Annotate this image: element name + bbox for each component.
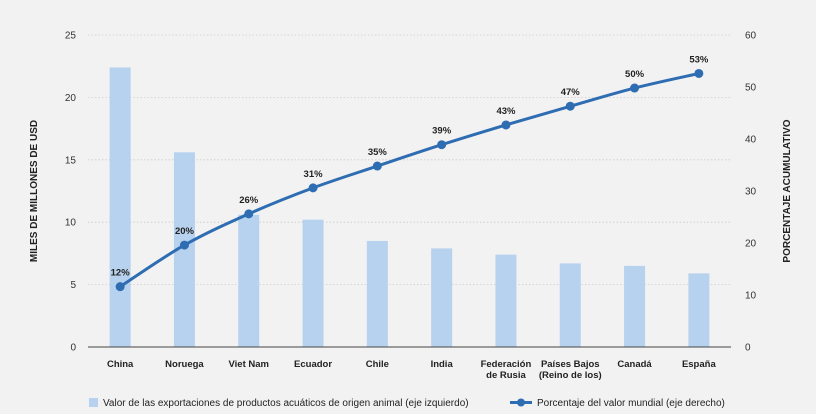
line-point — [372, 161, 382, 171]
line-point — [437, 140, 447, 150]
legend-label-line: Porcentaje del valor mundial (eje derech… — [537, 398, 725, 409]
legend-swatch-bar — [89, 398, 98, 407]
y2-tick-label: 60 — [745, 31, 757, 42]
x-tick-label: Canadá — [617, 359, 652, 370]
x-tick-label: España — [682, 359, 717, 370]
bar — [366, 240, 388, 347]
x-tick-label: de Rusia — [486, 370, 526, 381]
data-label: 53% — [689, 54, 709, 65]
data-label: 39% — [432, 126, 452, 137]
y-tick-label: 25 — [65, 31, 77, 42]
x-tick-label: Noruega — [165, 359, 204, 370]
bar — [431, 248, 453, 347]
bar — [688, 273, 710, 347]
x-tick-label: Chile — [366, 359, 389, 370]
data-label: 26% — [239, 195, 259, 206]
line-point — [565, 101, 575, 111]
y2-tick-label: 0 — [745, 343, 751, 354]
y2-tick-label: 40 — [745, 135, 757, 146]
data-label: 31% — [304, 169, 324, 180]
x-tick-label: Ecuador — [294, 359, 332, 370]
x-tick-label: India — [431, 359, 454, 370]
data-label: 20% — [175, 226, 195, 237]
y2-tick-label: 30 — [745, 187, 757, 198]
x-tick-label: (Reino de los) — [539, 370, 602, 381]
line-point — [244, 209, 254, 219]
data-label: 12% — [111, 268, 131, 279]
data-label: 35% — [368, 147, 388, 158]
line-point — [630, 83, 640, 93]
bar — [238, 214, 260, 347]
y2-tick-label: 10 — [745, 291, 757, 302]
data-label: 43% — [496, 106, 516, 117]
data-label: 47% — [561, 87, 581, 98]
x-tick-label: Federación — [481, 359, 532, 370]
y-axis-title: MILES DE MILLONES DE USD — [29, 120, 40, 262]
line-point — [115, 282, 125, 292]
legend-label-bar: Valor de las exportaciones de productos … — [103, 398, 469, 409]
x-tick-label: Países Bajos — [541, 359, 600, 370]
legend-swatch-marker — [517, 398, 525, 407]
bar — [495, 254, 517, 347]
y-tick-label: 0 — [70, 343, 76, 354]
bar — [109, 67, 131, 347]
bar — [624, 265, 646, 347]
y2-axis-title: PORCENTAJE ACUMULATIVO — [782, 119, 793, 262]
line-point — [694, 68, 704, 78]
y-tick-label: 15 — [65, 155, 77, 166]
y2-tick-label: 50 — [745, 83, 757, 94]
line-point — [308, 183, 318, 193]
y-tick-label: 5 — [70, 280, 76, 291]
x-tick-label: Viet Nam — [229, 359, 269, 370]
y-tick-label: 10 — [65, 218, 77, 229]
line-point — [179, 240, 189, 250]
bar — [173, 152, 195, 347]
data-label: 50% — [625, 69, 645, 80]
bar — [302, 219, 324, 347]
line-point — [501, 120, 511, 130]
y2-tick-label: 20 — [745, 239, 757, 250]
bar — [559, 263, 581, 347]
x-tick-label: China — [107, 359, 134, 370]
series-line — [119, 72, 700, 288]
y-tick-label: 20 — [65, 93, 77, 104]
